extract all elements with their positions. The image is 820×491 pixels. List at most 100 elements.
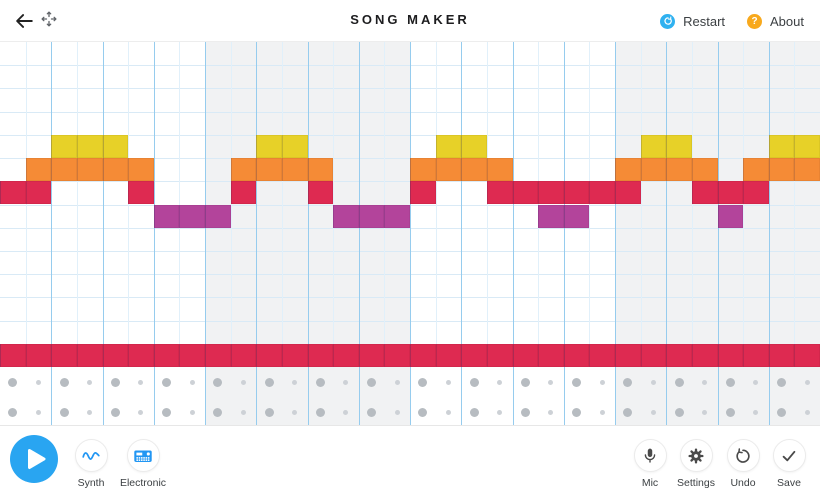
note-cell[interactable] (794, 158, 820, 182)
note-cell[interactable] (179, 204, 205, 228)
note-cell[interactable] (51, 343, 77, 367)
note-cell[interactable] (486, 181, 513, 205)
percussion-dot[interactable] (110, 377, 120, 387)
melodic-instrument-button[interactable]: Synth (64, 439, 118, 489)
percussion-dot[interactable] (497, 409, 503, 415)
pan-button[interactable] (38, 8, 60, 30)
percussion-dot[interactable] (292, 409, 298, 415)
note-cell[interactable] (205, 204, 231, 228)
note-cell[interactable] (128, 181, 154, 205)
note-cell[interactable] (435, 158, 462, 182)
note-cell[interactable] (410, 181, 436, 205)
percussion-dot[interactable] (189, 379, 195, 385)
note-cell[interactable] (615, 181, 641, 205)
note-cell[interactable] (333, 204, 359, 228)
note-cell[interactable] (25, 343, 52, 367)
percussion-dot[interactable] (35, 409, 41, 415)
note-cell[interactable] (794, 134, 820, 159)
note-cell[interactable] (25, 158, 52, 182)
percussion-dot[interactable] (264, 407, 274, 417)
note-cell[interactable] (717, 343, 744, 367)
mic-button[interactable]: Mic (623, 439, 677, 489)
save-button[interactable]: Save (762, 439, 816, 489)
percussion-dot[interactable] (394, 409, 400, 415)
note-cell[interactable] (691, 181, 718, 205)
percussion-dot[interactable] (548, 379, 554, 385)
note-cell[interactable] (512, 181, 539, 205)
note-cell[interactable] (410, 158, 436, 182)
percussion-dot[interactable] (87, 379, 93, 385)
note-cell[interactable] (358, 343, 385, 367)
percussion-dot[interactable] (520, 407, 530, 417)
note-cell[interactable] (640, 343, 667, 367)
percussion-dot[interactable] (394, 379, 400, 385)
percussion-dot[interactable] (548, 409, 554, 415)
about-button[interactable]: ? About (747, 13, 804, 29)
note-cell[interactable] (256, 134, 282, 159)
percussion-dot[interactable] (35, 379, 41, 385)
percussion-dot[interactable] (162, 377, 172, 387)
percussion-dot[interactable] (674, 407, 684, 417)
note-cell[interactable] (128, 343, 154, 367)
note-cell[interactable] (563, 204, 590, 228)
note-cell[interactable] (512, 343, 539, 367)
note-cell[interactable] (486, 158, 513, 182)
note-cell[interactable] (0, 343, 26, 367)
note-cell[interactable] (102, 134, 129, 159)
note-cell[interactable] (281, 158, 308, 182)
restart-button[interactable]: Restart (660, 13, 725, 29)
note-cell[interactable] (153, 343, 180, 367)
note-cell[interactable] (666, 134, 692, 159)
note-cell[interactable] (410, 343, 436, 367)
percussion-dot[interactable] (753, 409, 759, 415)
percussion-dot[interactable] (725, 377, 735, 387)
percussion-dot[interactable] (315, 377, 325, 387)
percussion-dot[interactable] (138, 409, 144, 415)
note-cell[interactable] (615, 343, 641, 367)
percussion-dot[interactable] (599, 379, 605, 385)
percussion-dot[interactable] (650, 409, 656, 415)
note-cell[interactable] (538, 343, 564, 367)
note-cell[interactable] (589, 343, 615, 367)
percussion-instrument-button[interactable]: Electronic (111, 439, 175, 489)
note-cell[interactable] (25, 181, 52, 205)
percussion-dot[interactable] (87, 409, 93, 415)
note-cell[interactable] (128, 158, 154, 182)
play-button[interactable] (10, 435, 58, 483)
percussion-dot[interactable] (8, 377, 18, 387)
note-cell[interactable] (51, 158, 77, 182)
percussion-dot[interactable] (469, 407, 479, 417)
note-cell[interactable] (256, 343, 282, 367)
note-cell[interactable] (615, 158, 641, 182)
percussion-dot[interactable] (804, 379, 810, 385)
percussion-dot[interactable] (572, 377, 582, 387)
percussion-dot[interactable] (520, 377, 530, 387)
note-cell[interactable] (563, 181, 590, 205)
note-cell[interactable] (768, 343, 795, 367)
note-cell[interactable] (205, 343, 231, 367)
note-cell[interactable] (384, 343, 410, 367)
note-cell[interactable] (461, 134, 487, 159)
percussion-dot[interactable] (469, 377, 479, 387)
note-cell[interactable] (281, 134, 308, 159)
percussion-dot[interactable] (418, 407, 428, 417)
note-cell[interactable] (76, 343, 103, 367)
note-cell[interactable] (717, 204, 744, 228)
sequencer-grid[interactable] (0, 42, 820, 425)
note-cell[interactable] (666, 158, 692, 182)
note-cell[interactable] (307, 343, 334, 367)
note-cell[interactable] (666, 343, 692, 367)
percussion-dot[interactable] (777, 377, 787, 387)
note-cell[interactable] (461, 158, 487, 182)
percussion-dot[interactable] (59, 377, 69, 387)
note-cell[interactable] (461, 343, 487, 367)
note-cell[interactable] (538, 204, 564, 228)
note-cell[interactable] (76, 158, 103, 182)
percussion-dot[interactable] (599, 409, 605, 415)
percussion-dot[interactable] (650, 379, 656, 385)
percussion-dot[interactable] (264, 377, 274, 387)
note-cell[interactable] (640, 158, 667, 182)
percussion-dot[interactable] (418, 377, 428, 387)
note-cell[interactable] (538, 181, 564, 205)
note-cell[interactable] (358, 204, 385, 228)
